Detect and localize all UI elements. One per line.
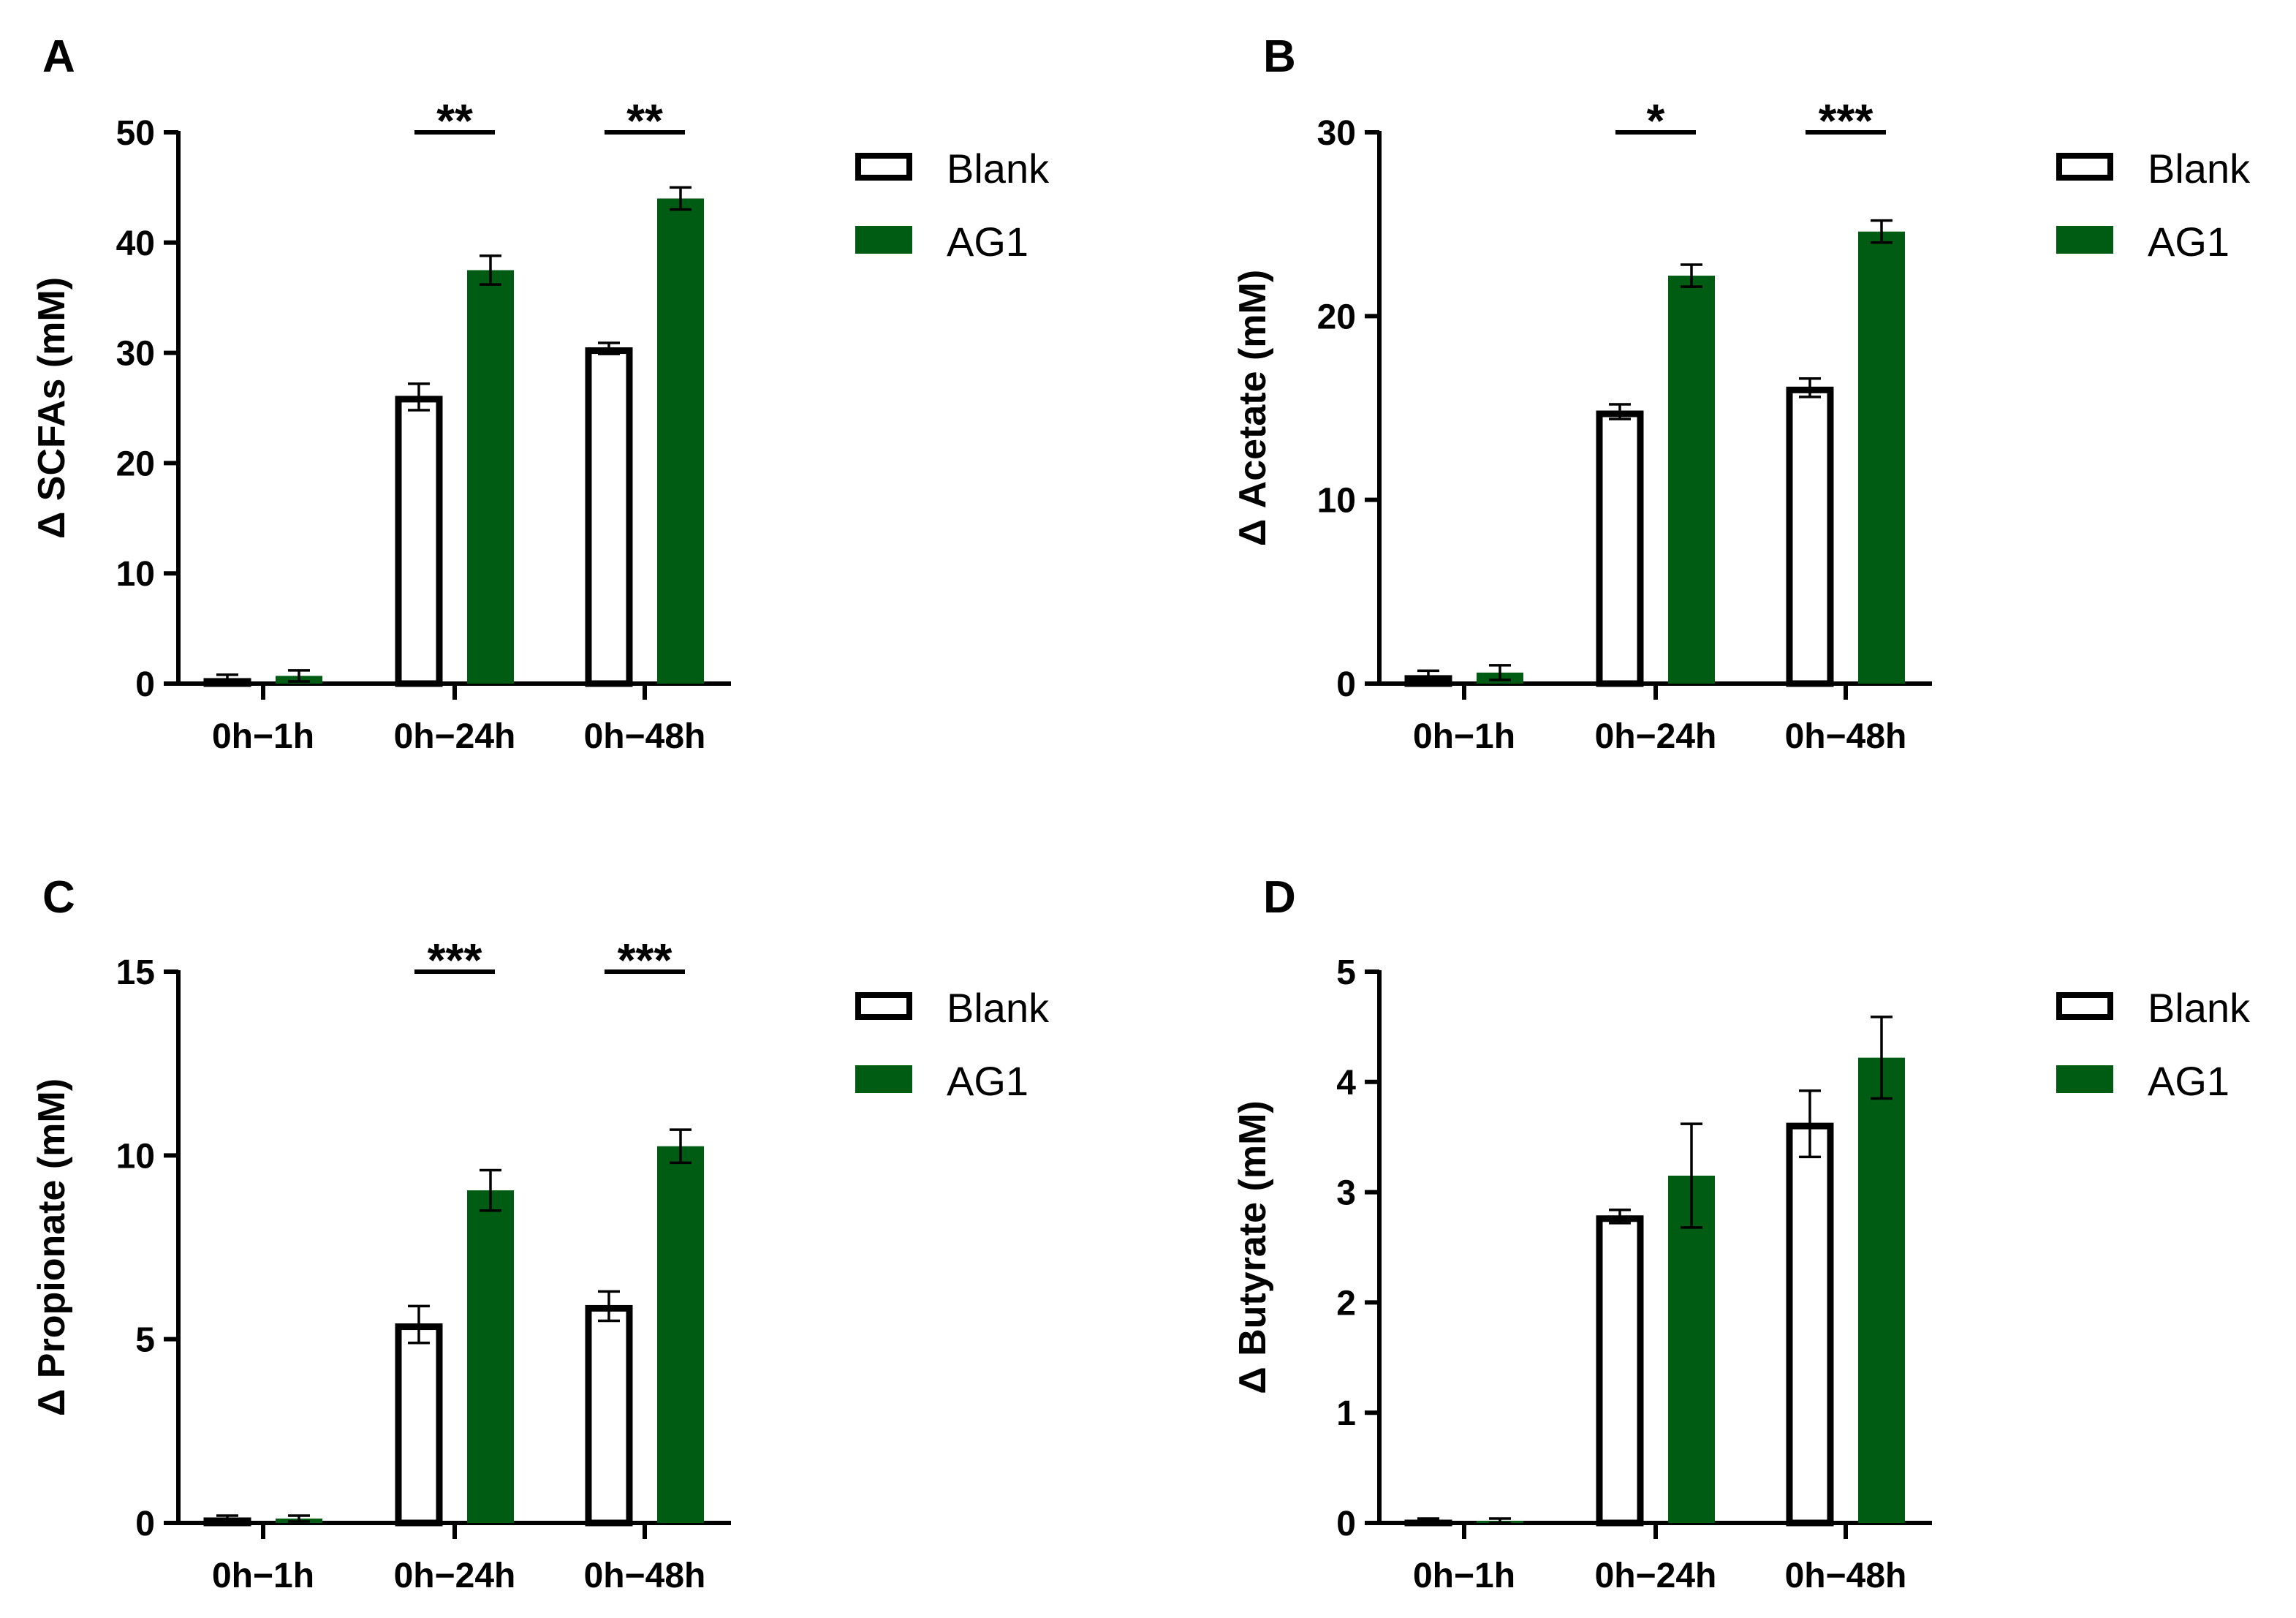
x-tick-label: 0h−1h [212, 717, 314, 756]
panel-C-letter: C [42, 872, 75, 923]
legend-swatch-blank [2056, 153, 2113, 181]
significance-label: ** [436, 94, 473, 147]
bar-ag1-2 [657, 1146, 704, 1523]
x-tick-label: 0h−1h [1413, 717, 1515, 756]
legend-swatch-ag1 [855, 1065, 912, 1093]
y-tick-label: 10 [116, 555, 155, 594]
x-tick-label: 0h−24h [394, 1557, 516, 1595]
x-tick-label: 0h−48h [1785, 1557, 1907, 1595]
y-tick-label: 4 [1336, 1064, 1356, 1103]
panel-D-letter: D [1263, 872, 1296, 923]
legend-swatch-blank [855, 153, 912, 181]
y-tick-label: 0 [135, 1505, 155, 1543]
y-axis-label: Δ Acetate (mM) [1232, 270, 1274, 546]
y-tick-label: 40 [116, 224, 155, 263]
y-tick-label: 10 [1317, 482, 1356, 521]
y-tick-label: 0 [1336, 665, 1356, 704]
legend-swatch-ag1 [2056, 1065, 2113, 1093]
y-tick-label: 20 [1317, 298, 1356, 336]
y-tick-label: 5 [135, 1321, 155, 1360]
legend-label-blank: Blank [947, 145, 1050, 192]
significance-label: * [1647, 94, 1665, 147]
y-tick-label: 15 [116, 953, 155, 992]
x-tick-label: 0h−48h [584, 717, 706, 756]
panel-B: B 0 10 20 30 Δ Acetate (mM) 0h−1h 0h−24h * 0h−48h… [1232, 31, 2251, 756]
bar-ag1-2 [1858, 1057, 1905, 1523]
bar-blank-2 [585, 347, 633, 687]
bar-blank-1 [1596, 1215, 1644, 1527]
bar-blank-1 [395, 1323, 443, 1527]
legend-swatch-ag1 [2056, 226, 2113, 254]
legend-label-blank: Blank [947, 985, 1050, 1031]
legend-label-ag1: AG1 [947, 219, 1028, 265]
panel-A-letter: A [42, 31, 75, 82]
bar-blank-1 [1596, 410, 1644, 687]
panel-C: C 0 5 10 15 Δ Propionate (mM) 0h−1h 0h−24h *** 0h… [31, 872, 1050, 1595]
bar-blank-2 [1786, 1122, 1834, 1527]
legend-label-ag1: AG1 [2148, 219, 2229, 265]
y-tick-label: 30 [116, 335, 155, 374]
x-tick-label: 0h−24h [1595, 717, 1717, 756]
y-tick-label: 1 [1336, 1394, 1356, 1433]
significance-label: *** [1819, 94, 1873, 147]
x-tick-label: 0h−48h [584, 1557, 706, 1595]
y-tick-label: 50 [116, 114, 155, 153]
bar-ag1-1 [1668, 1175, 1715, 1523]
y-axis-label: Δ SCFAs (mM) [31, 277, 73, 539]
legend-label-blank: Blank [2148, 985, 2251, 1031]
x-tick-label: 0h−24h [394, 717, 516, 756]
bar-blank-1 [395, 396, 443, 687]
significance-label: *** [618, 934, 672, 986]
significance-label: ** [626, 94, 663, 147]
bar-ag1-1 [1668, 276, 1715, 684]
y-tick-label: 10 [116, 1137, 155, 1176]
y-tick-label: 30 [1317, 114, 1356, 153]
y-tick-label: 0 [135, 665, 155, 704]
bar-blank-2 [585, 1304, 633, 1527]
bar-ag1-2 [1858, 231, 1905, 684]
legend-label-ag1: AG1 [947, 1058, 1028, 1104]
x-tick-label: 0h−1h [212, 1557, 314, 1595]
bar-blank-2 [1786, 386, 1834, 687]
legend-swatch-ag1 [855, 226, 912, 254]
bar-ag1-2 [657, 198, 704, 684]
panel-A: A 0 10 20 30 40 50 Δ SCFAs (mM) 0h−1h 0h−24h ** 0h−… [31, 31, 1050, 756]
x-tick-label: 0h−24h [1595, 1557, 1717, 1595]
significance-label: *** [428, 934, 482, 986]
bar-ag1-1 [467, 1190, 514, 1523]
legend-label-ag1: AG1 [2148, 1058, 2229, 1104]
y-tick-label: 5 [1336, 953, 1356, 992]
legend-label-blank: Blank [2148, 145, 2251, 192]
y-axis-label: Δ Propionate (mM) [31, 1078, 73, 1416]
legend-swatch-blank [2056, 992, 2113, 1020]
y-axis-label: Δ Butyrate (mM) [1232, 1100, 1274, 1394]
panel-D: D 0 1 2 3 4 5 Δ Butyrate (mM) 0h−1h 0h−24h 0h−48h B… [1232, 872, 2251, 1595]
panel-B-letter: B [1263, 31, 1296, 82]
x-tick-label: 0h−1h [1413, 1557, 1515, 1595]
y-tick-label: 0 [1336, 1505, 1356, 1543]
y-tick-label: 20 [116, 445, 155, 483]
bar-ag1-1 [467, 270, 514, 684]
y-tick-label: 3 [1336, 1174, 1356, 1213]
y-tick-label: 2 [1336, 1284, 1356, 1323]
x-tick-label: 0h−48h [1785, 717, 1907, 756]
legend-swatch-blank [855, 992, 912, 1020]
